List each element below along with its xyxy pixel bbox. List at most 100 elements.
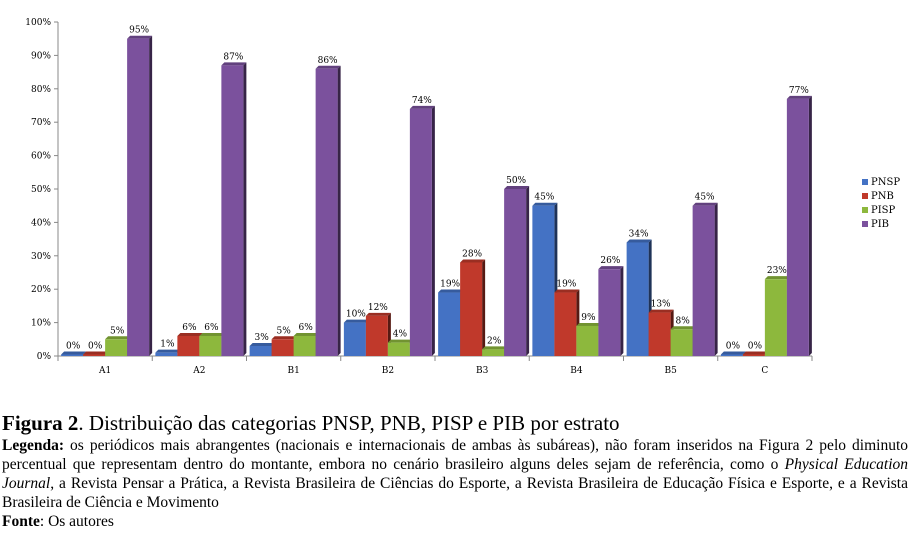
data-label: 3% (254, 333, 269, 343)
data-label: 19% (440, 280, 460, 290)
legend-swatch (862, 193, 868, 199)
legend-text-2: , a Revista Pensar a Prática, a Revista … (2, 475, 908, 511)
bar (409, 108, 432, 356)
y-tick-label: 100% (25, 18, 51, 28)
data-label: 77% (789, 86, 809, 96)
bar (249, 345, 272, 356)
bar (155, 352, 178, 356)
bar (315, 68, 338, 356)
data-label: 45% (695, 193, 715, 203)
bar (786, 98, 809, 356)
bar-top (315, 65, 341, 69)
bar-top (742, 351, 768, 355)
x-tick-label: C (761, 366, 768, 376)
bar (343, 322, 366, 356)
legend-entry: PISP (871, 205, 896, 216)
bar (271, 339, 294, 356)
data-label: 0% (748, 342, 763, 352)
bar (764, 279, 787, 356)
bar-side (243, 62, 247, 357)
figure-label: Figura 2 (2, 411, 79, 435)
bar (532, 205, 555, 356)
data-label: 12% (368, 303, 388, 313)
bar (576, 325, 599, 356)
bars (61, 35, 812, 357)
bar-top (199, 332, 225, 336)
legend-swatch (862, 207, 868, 213)
bar-top (504, 186, 530, 189)
bar-top (692, 202, 718, 206)
x-tick-label: B2 (382, 366, 394, 376)
data-label: 10% (346, 310, 366, 320)
data-label: 23% (767, 266, 787, 276)
legend-swatch (862, 221, 868, 227)
bar (177, 335, 200, 356)
data-label: 6% (182, 323, 197, 333)
data-labels: 0% 0% 5% 95% 1% 6% 6% 87% 3% 5% 6% 86% 10%12% 4% 74% 19… (66, 26, 809, 352)
y-tick-label: 80% (31, 85, 51, 95)
bar-side (808, 95, 812, 356)
data-label: 87% (223, 52, 243, 62)
y-tick-label: 50% (31, 185, 51, 195)
x-axis: A1 A2 B1 B2 B3 B4 B5 C (57, 355, 813, 376)
y-tick-label: 60% (31, 152, 51, 162)
data-label: 95% (129, 26, 149, 36)
chart-legend: PNSP PNB PISP PIB (862, 177, 900, 230)
data-label: 86% (318, 56, 338, 66)
bar (61, 354, 84, 356)
data-label: 6% (298, 323, 313, 333)
data-label: 50% (506, 176, 526, 186)
bar (127, 38, 150, 356)
source-paragraph: Fonte: Os autores (2, 512, 908, 531)
y-tick-label: 10% (31, 319, 51, 329)
bar-top (365, 312, 391, 316)
y-tick-label: 0% (37, 352, 52, 362)
data-label: 34% (629, 229, 649, 239)
x-tick-label: B4 (570, 366, 583, 376)
bar (504, 189, 527, 356)
data-label: 13% (651, 300, 671, 310)
bar-top (61, 351, 87, 355)
bar-side (620, 266, 624, 356)
y-axis: 0% 10% 20% 30% 40% 50% 60% 70% 80% 90% 100% (25, 18, 59, 362)
bar (720, 354, 743, 356)
bar (387, 342, 410, 356)
x-tick-label: B3 (476, 366, 489, 376)
bar-top (438, 289, 464, 293)
legend-italic: Physical Education Journal (2, 456, 908, 492)
bar (199, 335, 222, 356)
figure-title: Figura 2. Distribuição das categorias PN… (2, 410, 908, 436)
legend-text-1: os periódicos mais abrangentes (nacionai… (2, 437, 908, 473)
x-tick-label: A2 (192, 366, 205, 376)
bar-top (576, 322, 602, 326)
data-label: 1% (160, 340, 175, 350)
x-tick-label: B1 (287, 366, 299, 376)
bar (293, 335, 316, 356)
data-label: 0% (66, 342, 81, 352)
data-label: 45% (534, 193, 554, 203)
data-label: 28% (462, 249, 482, 259)
bar-top (532, 202, 558, 206)
bar (221, 65, 244, 357)
bar (670, 329, 693, 356)
bar (482, 349, 505, 356)
legend-label: Legenda: (2, 437, 64, 454)
y-tick-label: 40% (31, 218, 51, 228)
y-tick-label: 70% (31, 118, 51, 128)
bar (648, 312, 671, 356)
data-label: 2% (487, 336, 502, 346)
bar-top (293, 332, 319, 336)
bar-top (720, 351, 746, 355)
x-tick-label: A1 (98, 366, 111, 376)
bar-top (343, 319, 369, 323)
bar-chart: 0% 10% 20% 30% 40% 50% 60% 70% 80% 90% 100% A1 A2 B1… (25, 18, 900, 376)
data-label: 4% (393, 330, 408, 340)
bar (598, 269, 621, 356)
bar-top (387, 339, 413, 343)
bar (438, 292, 461, 356)
bar-top (598, 266, 624, 270)
bar-top (249, 342, 275, 346)
bar-top (482, 346, 508, 350)
data-label: 19% (556, 280, 576, 290)
data-label: 0% (88, 342, 103, 352)
